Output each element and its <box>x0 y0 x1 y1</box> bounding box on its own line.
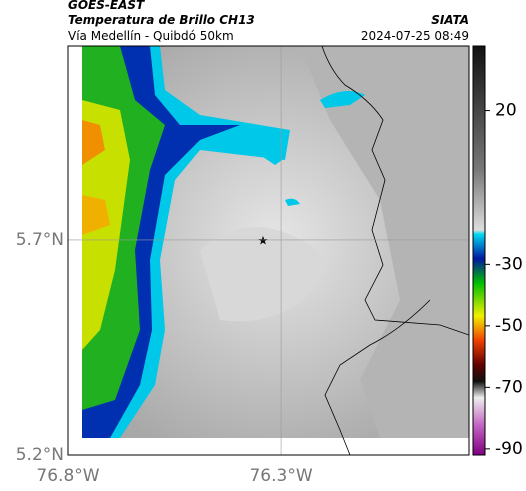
title: Temperatura de Brillo CH13 <box>68 13 255 27</box>
y-tick-label: 5.2°N <box>16 445 64 465</box>
colorbar-tick-label: -90 <box>495 439 523 459</box>
colorbar <box>472 45 486 456</box>
svg-text:★: ★ <box>258 234 269 248</box>
y-tick-label: 5.7°N <box>16 230 64 250</box>
colorbar-tick-label: 20 <box>495 101 517 121</box>
datetime: 2024-07-25 08:49 <box>361 29 469 43</box>
colorbar-tick-label: -70 <box>495 377 523 397</box>
imagery: ★ <box>68 46 469 455</box>
map-frame <box>67 45 470 456</box>
x-tick-label: 76.8°W <box>36 466 99 486</box>
subtitle: Vía Medellín - Quibdó 50km <box>68 29 234 43</box>
source: SIATA <box>431 13 469 27</box>
satellite: GOES-EAST <box>68 0 145 12</box>
colorbar-tick-label: -30 <box>495 254 523 274</box>
colorbar-tick-label: -50 <box>495 316 523 336</box>
x-tick-label: 76.3°W <box>249 466 312 486</box>
